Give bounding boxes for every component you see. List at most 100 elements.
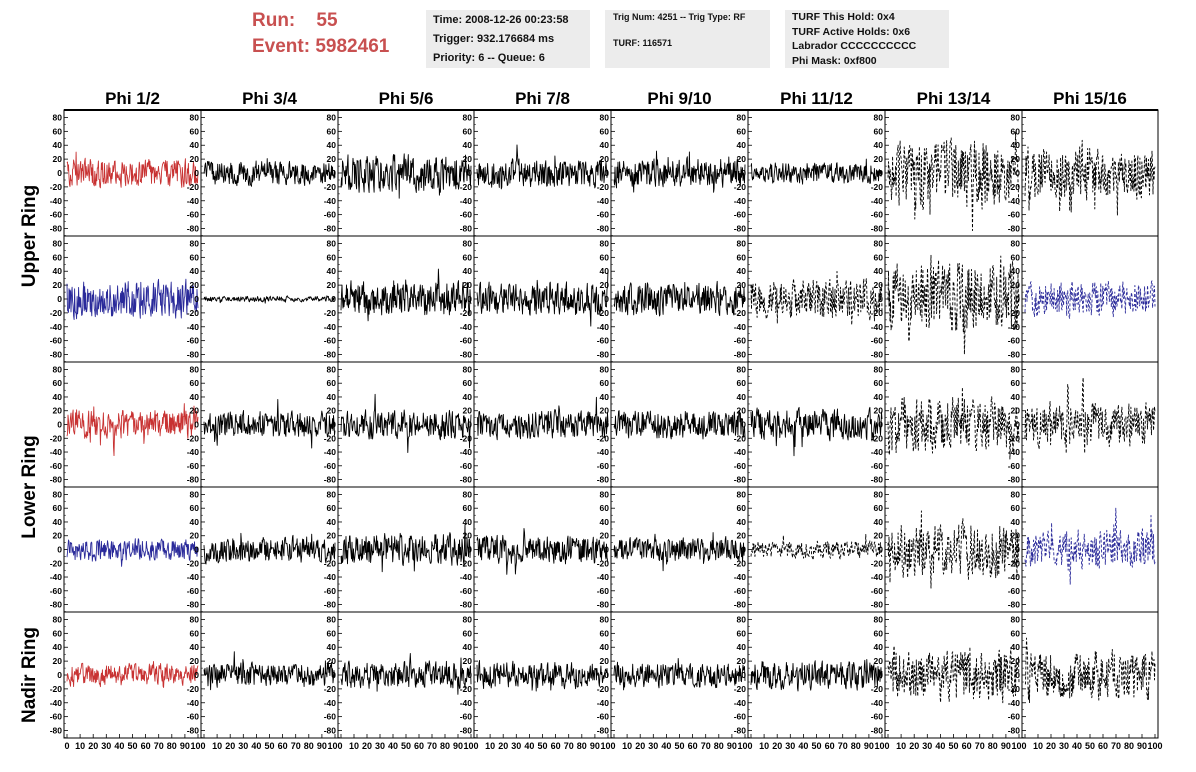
x-tick-label: 90 xyxy=(727,741,737,751)
x-tick-label: 60 xyxy=(1098,741,1108,751)
y-tick-label: -20 xyxy=(50,308,63,318)
x-tick-label: 20 xyxy=(909,741,919,751)
y-tick-label: 20 xyxy=(1011,280,1021,290)
y-tick-label: 80 xyxy=(327,614,337,624)
waveform-panel: -80 -60 -40 -20 0 20 40 60 80 xyxy=(734,361,886,488)
y-tick-label: -60 xyxy=(734,712,747,722)
y-tick-label: 60 xyxy=(53,252,63,262)
y-tick-label: 80 xyxy=(190,614,200,624)
y-tick-label: -40 xyxy=(460,322,473,332)
x-tick-label: 10 xyxy=(212,741,222,751)
waveform-trace xyxy=(1024,280,1156,319)
y-tick-label: 80 xyxy=(463,364,473,374)
waveform-trace xyxy=(1024,637,1156,704)
y-tick-label: 80 xyxy=(600,364,610,374)
waveform-panel: -80 -60 -40 -20 0 20 40 60 80 xyxy=(460,235,612,363)
y-tick-label: 0 xyxy=(57,420,62,430)
waveform-panel: -80 -60 -40 -20 0 20 40 60 80 xyxy=(324,109,475,237)
y-tick-label: -20 xyxy=(1008,558,1021,568)
waveform-panel: -80 -60 -40 -20 0 20 40 60 80 xyxy=(187,361,339,488)
y-tick-label: -60 xyxy=(1008,712,1021,722)
y-tick-label: -60 xyxy=(871,712,884,722)
y-tick-label: -20 xyxy=(734,558,747,568)
y-tick-label: -60 xyxy=(324,461,337,471)
turf-active-text: TURF Active Holds: 0x6 xyxy=(792,25,911,38)
y-tick-label: 80 xyxy=(190,112,200,122)
y-tick-label: 80 xyxy=(1011,489,1021,499)
y-tick-label: 60 xyxy=(190,252,200,262)
y-tick-label: 80 xyxy=(53,238,63,248)
row-group-label: Lower Ring xyxy=(19,435,40,538)
y-tick-label: 20 xyxy=(190,656,200,666)
column-title: Phi 11/12 xyxy=(780,89,853,108)
y-tick-label: 40 xyxy=(874,392,884,402)
y-tick-label: -80 xyxy=(187,726,200,736)
y-tick-label: 60 xyxy=(463,126,473,136)
y-tick-label: -20 xyxy=(460,684,473,694)
y-tick-label: -80 xyxy=(871,726,884,736)
y-tick-label: -20 xyxy=(734,182,747,192)
y-tick-label: 80 xyxy=(463,489,473,499)
y-tick-label: 20 xyxy=(327,280,337,290)
y-tick-label: -40 xyxy=(187,322,200,332)
y-tick-label: 0 xyxy=(604,294,609,304)
y-tick-label: 40 xyxy=(190,517,200,527)
y-tick-label: 40 xyxy=(53,266,63,276)
y-tick-label: 80 xyxy=(190,489,200,499)
y-tick-label: 40 xyxy=(53,517,63,527)
waveform-trace xyxy=(340,153,472,199)
y-tick-label: -20 xyxy=(324,433,337,443)
x-tick-label: 100 xyxy=(600,741,615,751)
x-tick-label: 30 xyxy=(511,741,521,751)
y-tick-label: 60 xyxy=(600,126,610,136)
y-tick-label: 80 xyxy=(53,489,63,499)
x-tick-label: 100 xyxy=(1147,741,1162,751)
y-tick-label: 0 xyxy=(878,670,883,680)
x-tick-label: 50 xyxy=(537,741,547,751)
y-tick-label: 20 xyxy=(463,280,473,290)
y-tick-label: 20 xyxy=(53,406,63,416)
y-tick-label: -40 xyxy=(460,447,473,457)
x-tick-label: 30 xyxy=(1059,741,1069,751)
y-tick-label: 20 xyxy=(327,154,337,164)
y-tick-label: 80 xyxy=(874,238,884,248)
y-tick-label: -20 xyxy=(597,433,610,443)
y-tick-label: -40 xyxy=(734,196,747,206)
x-tick-label: 30 xyxy=(922,741,932,751)
y-tick-label: 20 xyxy=(737,280,747,290)
y-tick-label: -20 xyxy=(324,182,337,192)
x-tick-label: 60 xyxy=(278,741,288,751)
waveform-panel: -80 -60 -40 -20 0 20 40 60 80 xyxy=(597,109,749,237)
x-tick-label: 50 xyxy=(401,741,411,751)
x-tick-label: 10 xyxy=(622,741,632,751)
x-tick-label: 80 xyxy=(714,741,724,751)
y-tick-label: -40 xyxy=(50,447,63,457)
y-tick-label: 0 xyxy=(194,420,199,430)
waveform-panel: -80 -60 -40 -20 0 20 40 60 80 xyxy=(1008,109,1159,237)
y-tick-label: -80 xyxy=(50,350,63,360)
y-tick-label: -20 xyxy=(324,558,337,568)
y-tick-label: 40 xyxy=(600,392,610,402)
waveform-panel: -80 -60 -40 -20 0 20 40 60 80 xyxy=(324,361,475,488)
y-tick-label: 20 xyxy=(874,531,884,541)
x-tick-label: 100 xyxy=(190,741,205,751)
waveform-panel: -80 -60 -40 -20 0 20 40 60 80 xyxy=(50,235,202,363)
y-tick-label: 0 xyxy=(57,294,62,304)
run-label: Run: xyxy=(252,10,296,31)
y-tick-label: 60 xyxy=(1011,126,1021,136)
x-tick-label: 40 xyxy=(1072,741,1082,751)
y-tick-label: -40 xyxy=(324,196,337,206)
y-tick-label: -40 xyxy=(734,572,747,582)
y-tick-label: 80 xyxy=(1011,614,1021,624)
y-tick-label: 0 xyxy=(331,294,336,304)
y-tick-label: 0 xyxy=(1015,168,1020,178)
y-tick-label: -40 xyxy=(324,322,337,332)
y-tick-label: 80 xyxy=(874,364,884,374)
y-tick-label: 0 xyxy=(331,168,336,178)
waveform-panel: -80 -60 -40 -20 0 20 40 60 80 xyxy=(734,109,886,237)
y-tick-label: 60 xyxy=(190,628,200,638)
row-group-label: Nadir Ring xyxy=(19,627,40,723)
y-tick-label: -60 xyxy=(460,461,473,471)
turf-hold-text: TURF This Hold: 0x4 xyxy=(792,11,895,23)
x-tick-label: 80 xyxy=(440,741,450,751)
